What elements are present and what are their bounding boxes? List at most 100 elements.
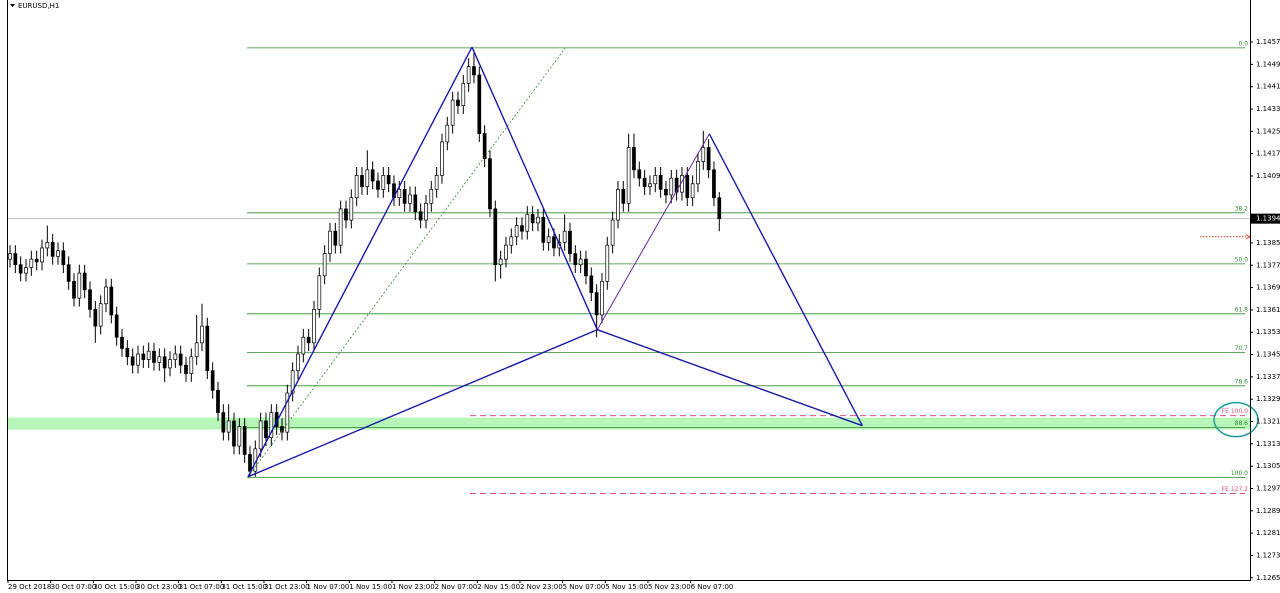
y-tick-label: 1.12658 (1256, 574, 1280, 582)
candle-body (93, 308, 98, 327)
x-tick-label: 2 Nov 07:00 (435, 583, 478, 591)
candle-body (493, 208, 498, 266)
y-tick-label: 1.14498 (1256, 60, 1280, 68)
y-tick-label: 1.14098 (1256, 172, 1280, 180)
candle-body (82, 272, 87, 291)
candle-body (648, 183, 652, 187)
candle-body (184, 364, 188, 374)
candle-body (674, 177, 679, 193)
candle-body (168, 359, 172, 369)
candle-body (434, 175, 439, 190)
candle-body (301, 336, 306, 355)
candle-body (72, 281, 76, 299)
x-tick-label: 1 Nov 07:00 (307, 583, 350, 591)
candle-body (664, 189, 668, 196)
candle-body (520, 225, 524, 232)
candle-body (696, 161, 700, 185)
candle-body (584, 258, 588, 277)
candle-body (509, 236, 514, 246)
candle-body (210, 370, 215, 391)
candle-body (66, 264, 71, 282)
x-tick-label: 5 Nov 15:00 (605, 583, 648, 591)
menu-arrow[interactable] (10, 4, 15, 7)
candle-body (408, 194, 412, 204)
candle-body (376, 180, 380, 190)
candle-body (546, 236, 551, 243)
candle-body (637, 169, 642, 179)
candle-body (472, 66, 476, 76)
x-tick-label: 2 Nov 15:00 (477, 583, 520, 591)
candle-body (690, 183, 695, 199)
candle-body (125, 348, 130, 358)
candle-body (632, 147, 636, 171)
candle-body (322, 253, 327, 277)
candle-body (440, 141, 444, 176)
candle-body (525, 214, 530, 232)
candle-body (706, 147, 711, 171)
candle-body (626, 147, 631, 204)
candle-body (445, 124, 450, 143)
candle-body (258, 420, 263, 450)
candle-body (306, 336, 311, 344)
y-tick-label: 1.14338 (1256, 105, 1280, 113)
candle-body (285, 392, 290, 433)
candle-body (189, 356, 194, 374)
candle-body (461, 82, 466, 107)
pattern-layer (247, 46, 1259, 478)
current-price-label: 1.13945 (1256, 215, 1280, 223)
axis-layer: 1.14578 1.14498 1.14418 1.14338 1.14258 1.141… (7, 38, 1280, 591)
candle-body (18, 264, 23, 274)
candle-body (296, 353, 300, 372)
y-tick-label: 1.14578 (1256, 38, 1280, 46)
candle-body (712, 169, 716, 199)
candle-body (248, 454, 252, 472)
candle-body (530, 214, 535, 224)
candle-body (157, 356, 162, 363)
candle-body (226, 420, 231, 433)
fib-label: 38.2 (1235, 205, 1249, 212)
candle-body (205, 325, 210, 372)
candle-body (77, 272, 82, 299)
pattern-leg (708, 133, 863, 427)
candle-body (242, 426, 247, 455)
candle-body (109, 286, 114, 316)
candle-body (370, 169, 375, 182)
candle-body (200, 325, 204, 344)
current-price-box (1251, 213, 1280, 224)
candle-body (317, 275, 322, 310)
candle-body (232, 420, 236, 447)
y-tick-label: 1.12738 (1256, 551, 1280, 559)
candle-body (594, 292, 599, 316)
candle-body (514, 225, 519, 238)
candle-body (685, 175, 690, 199)
candle-body (354, 175, 359, 199)
candle-body (338, 208, 343, 246)
candle-body (13, 253, 18, 266)
pattern-leg (247, 329, 598, 478)
x-tick-label: 30 Oct 15:00 (93, 583, 139, 591)
candle-body (717, 197, 722, 220)
candle-body (237, 426, 242, 447)
candle-body (653, 175, 658, 185)
candle-body (312, 308, 316, 344)
candle-body (88, 289, 92, 310)
candle-body (541, 216, 546, 243)
candle-body (61, 250, 66, 266)
fib-label: 100.0 (1231, 470, 1248, 477)
fib-label: 88.6 (1235, 420, 1249, 427)
candle-body (568, 230, 572, 254)
candle-body (178, 353, 183, 366)
candle-body (34, 258, 39, 263)
fe-label: FE 127.2 (1222, 486, 1249, 493)
x-tick-label: 1 Nov 23:00 (392, 583, 435, 591)
y-tick-label: 1.13698 (1256, 284, 1280, 292)
pattern-leg (247, 46, 473, 478)
y-tick-label: 1.13378 (1256, 373, 1280, 381)
candle-body (658, 175, 663, 190)
x-tick-label: 2 Nov 23:00 (520, 583, 563, 591)
candle-body (290, 370, 295, 394)
zone (8, 417, 1250, 430)
